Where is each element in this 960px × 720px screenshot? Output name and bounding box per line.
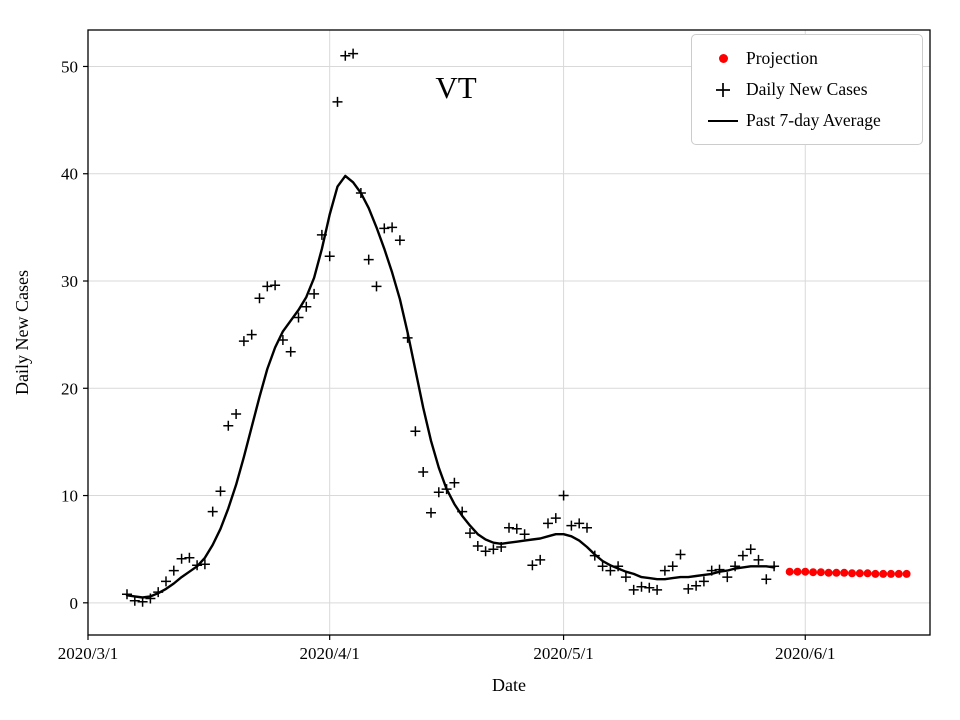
legend-label: Past 7-day Average: [746, 110, 881, 130]
x-tick-label: 2020/6/1: [775, 644, 835, 663]
y-tick-label: 40: [61, 165, 78, 184]
series-projection: [785, 567, 911, 578]
legend-label: Daily New Cases: [746, 79, 868, 99]
chart-title: VT: [435, 70, 476, 105]
y-tick-label: 20: [61, 379, 78, 398]
projection-dot-icon: [700, 54, 746, 63]
line-swatch-icon: [700, 119, 746, 122]
legend-label: Projection: [746, 48, 818, 68]
x-tick-label: 2020/3/1: [58, 644, 118, 663]
x-tick-label: 2020/4/1: [299, 644, 359, 663]
legend-item-daily-new-cases: Daily New Cases: [700, 74, 912, 105]
plus-marker-icon: [700, 82, 746, 98]
series-past-7-day-average: [125, 174, 776, 599]
legend-item-past-7day-average: Past 7-day Average: [700, 105, 912, 136]
x-tick-label: 2020/5/1: [533, 644, 593, 663]
plot-border: [87, 29, 931, 636]
legend: Projection Daily New Cases Past 7-day Av…: [691, 34, 923, 145]
y-tick-label: 0: [70, 594, 79, 613]
axes: 2020/3/1 2020/4/1 2020/5/1 2020/6/1 0 10 20 30 4…: [12, 57, 835, 695]
y-tick-label: 10: [61, 487, 78, 506]
legend-item-projection: Projection: [700, 43, 912, 74]
x-axis-label: Date: [492, 675, 526, 695]
y-tick-label: 30: [61, 272, 78, 291]
y-tick-label: 50: [61, 57, 78, 76]
y-axis-label: Daily New Cases: [12, 270, 32, 395]
series-daily-new-cases: [122, 48, 780, 607]
